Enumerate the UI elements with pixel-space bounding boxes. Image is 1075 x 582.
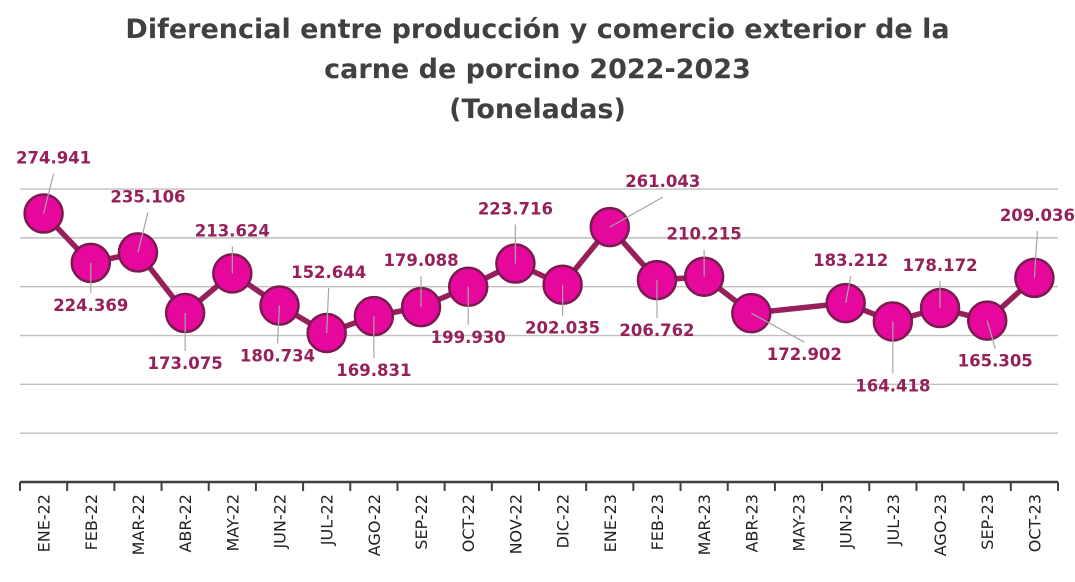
chart-title: Diferencial entre producción y comercio … (0, 10, 1075, 130)
data-label: 164.418 (855, 376, 930, 395)
data-label: 213.624 (195, 221, 270, 240)
data-label: 224.369 (53, 296, 128, 315)
data-label: 152.644 (291, 263, 366, 282)
data-label: 223.716 (478, 200, 553, 219)
x-tick-label: JUL-23 (884, 494, 903, 546)
x-tick-label: ENE-22 (35, 494, 54, 552)
x-tick-label: OCT-22 (459, 494, 478, 552)
x-tick-label: SEP-23 (978, 494, 997, 550)
data-label: 261.043 (625, 172, 700, 191)
x-tick-label: MAR-23 (695, 494, 714, 555)
chart-title-line-2: carne de porcino 2022-2023 (324, 54, 751, 85)
data-label-leader (137, 212, 149, 253)
x-tick-label: MAY-22 (223, 494, 242, 552)
data-label-leader (276, 305, 281, 344)
x-tick-label: DIC-22 (554, 494, 573, 548)
x-tick-label: MAY-23 (790, 494, 809, 552)
data-label-leader (609, 196, 664, 228)
x-tick-label: AGO-22 (365, 494, 384, 556)
x-tick-label: FEB-22 (82, 494, 101, 550)
x-tick-label: ENE-23 (601, 494, 620, 552)
data-label: 172.902 (767, 345, 842, 364)
x-tick-label: FEB-23 (648, 494, 667, 550)
data-label: 206.762 (619, 321, 694, 340)
x-axis: ENE-22 FEB-22 MAR-22 ABR-22 MAY-22 JUN-22 JUL-… (19, 480, 1059, 556)
x-tick-label: ABR-22 (176, 494, 195, 553)
data-label-leader (1033, 230, 1039, 278)
data-label: 210.215 (667, 225, 742, 244)
data-label: 165.305 (958, 352, 1033, 371)
x-tick-label: AGO-23 (931, 494, 950, 556)
data-label-leader (845, 275, 852, 304)
x-tick-label: SEP-22 (412, 494, 431, 550)
data-label: 209.036 (1000, 206, 1075, 225)
data-label: 235.106 (110, 187, 185, 206)
data-label-leader (751, 312, 805, 343)
chart-title-line-3: (Toneladas) (449, 94, 626, 125)
x-tick-label: JUN-23 (837, 494, 856, 550)
data-label: 202.035 (525, 319, 600, 338)
x-tick-label: NOV-22 (506, 494, 525, 554)
data-labels: 274.941 224.369 235.106 173.075 213.624 180.7… (16, 149, 1075, 396)
data-label: 180.734 (240, 347, 315, 366)
data-label: 169.831 (336, 361, 411, 380)
x-tick-label: OCT-23 (1025, 494, 1044, 552)
data-label: 179.088 (383, 251, 458, 270)
data-label: 173.075 (148, 354, 223, 373)
data-label: 178.172 (902, 256, 977, 275)
data-label-leader (326, 287, 330, 333)
data-label-leader (986, 320, 996, 349)
data-label-leader (43, 173, 55, 214)
x-tick-label: JUN-22 (271, 494, 290, 550)
gridlines (20, 188, 1058, 434)
x-tick-label: MAR-22 (129, 494, 148, 555)
x-tick-label: JUL-22 (318, 494, 337, 546)
x-tick-label: ABR-23 (742, 494, 761, 553)
data-label: 274.941 (16, 149, 91, 168)
data-label: 183.212 (813, 251, 888, 270)
data-label: 199.930 (431, 328, 506, 347)
chart-title-line-1: Diferencial entre producción y comercio … (125, 14, 950, 45)
